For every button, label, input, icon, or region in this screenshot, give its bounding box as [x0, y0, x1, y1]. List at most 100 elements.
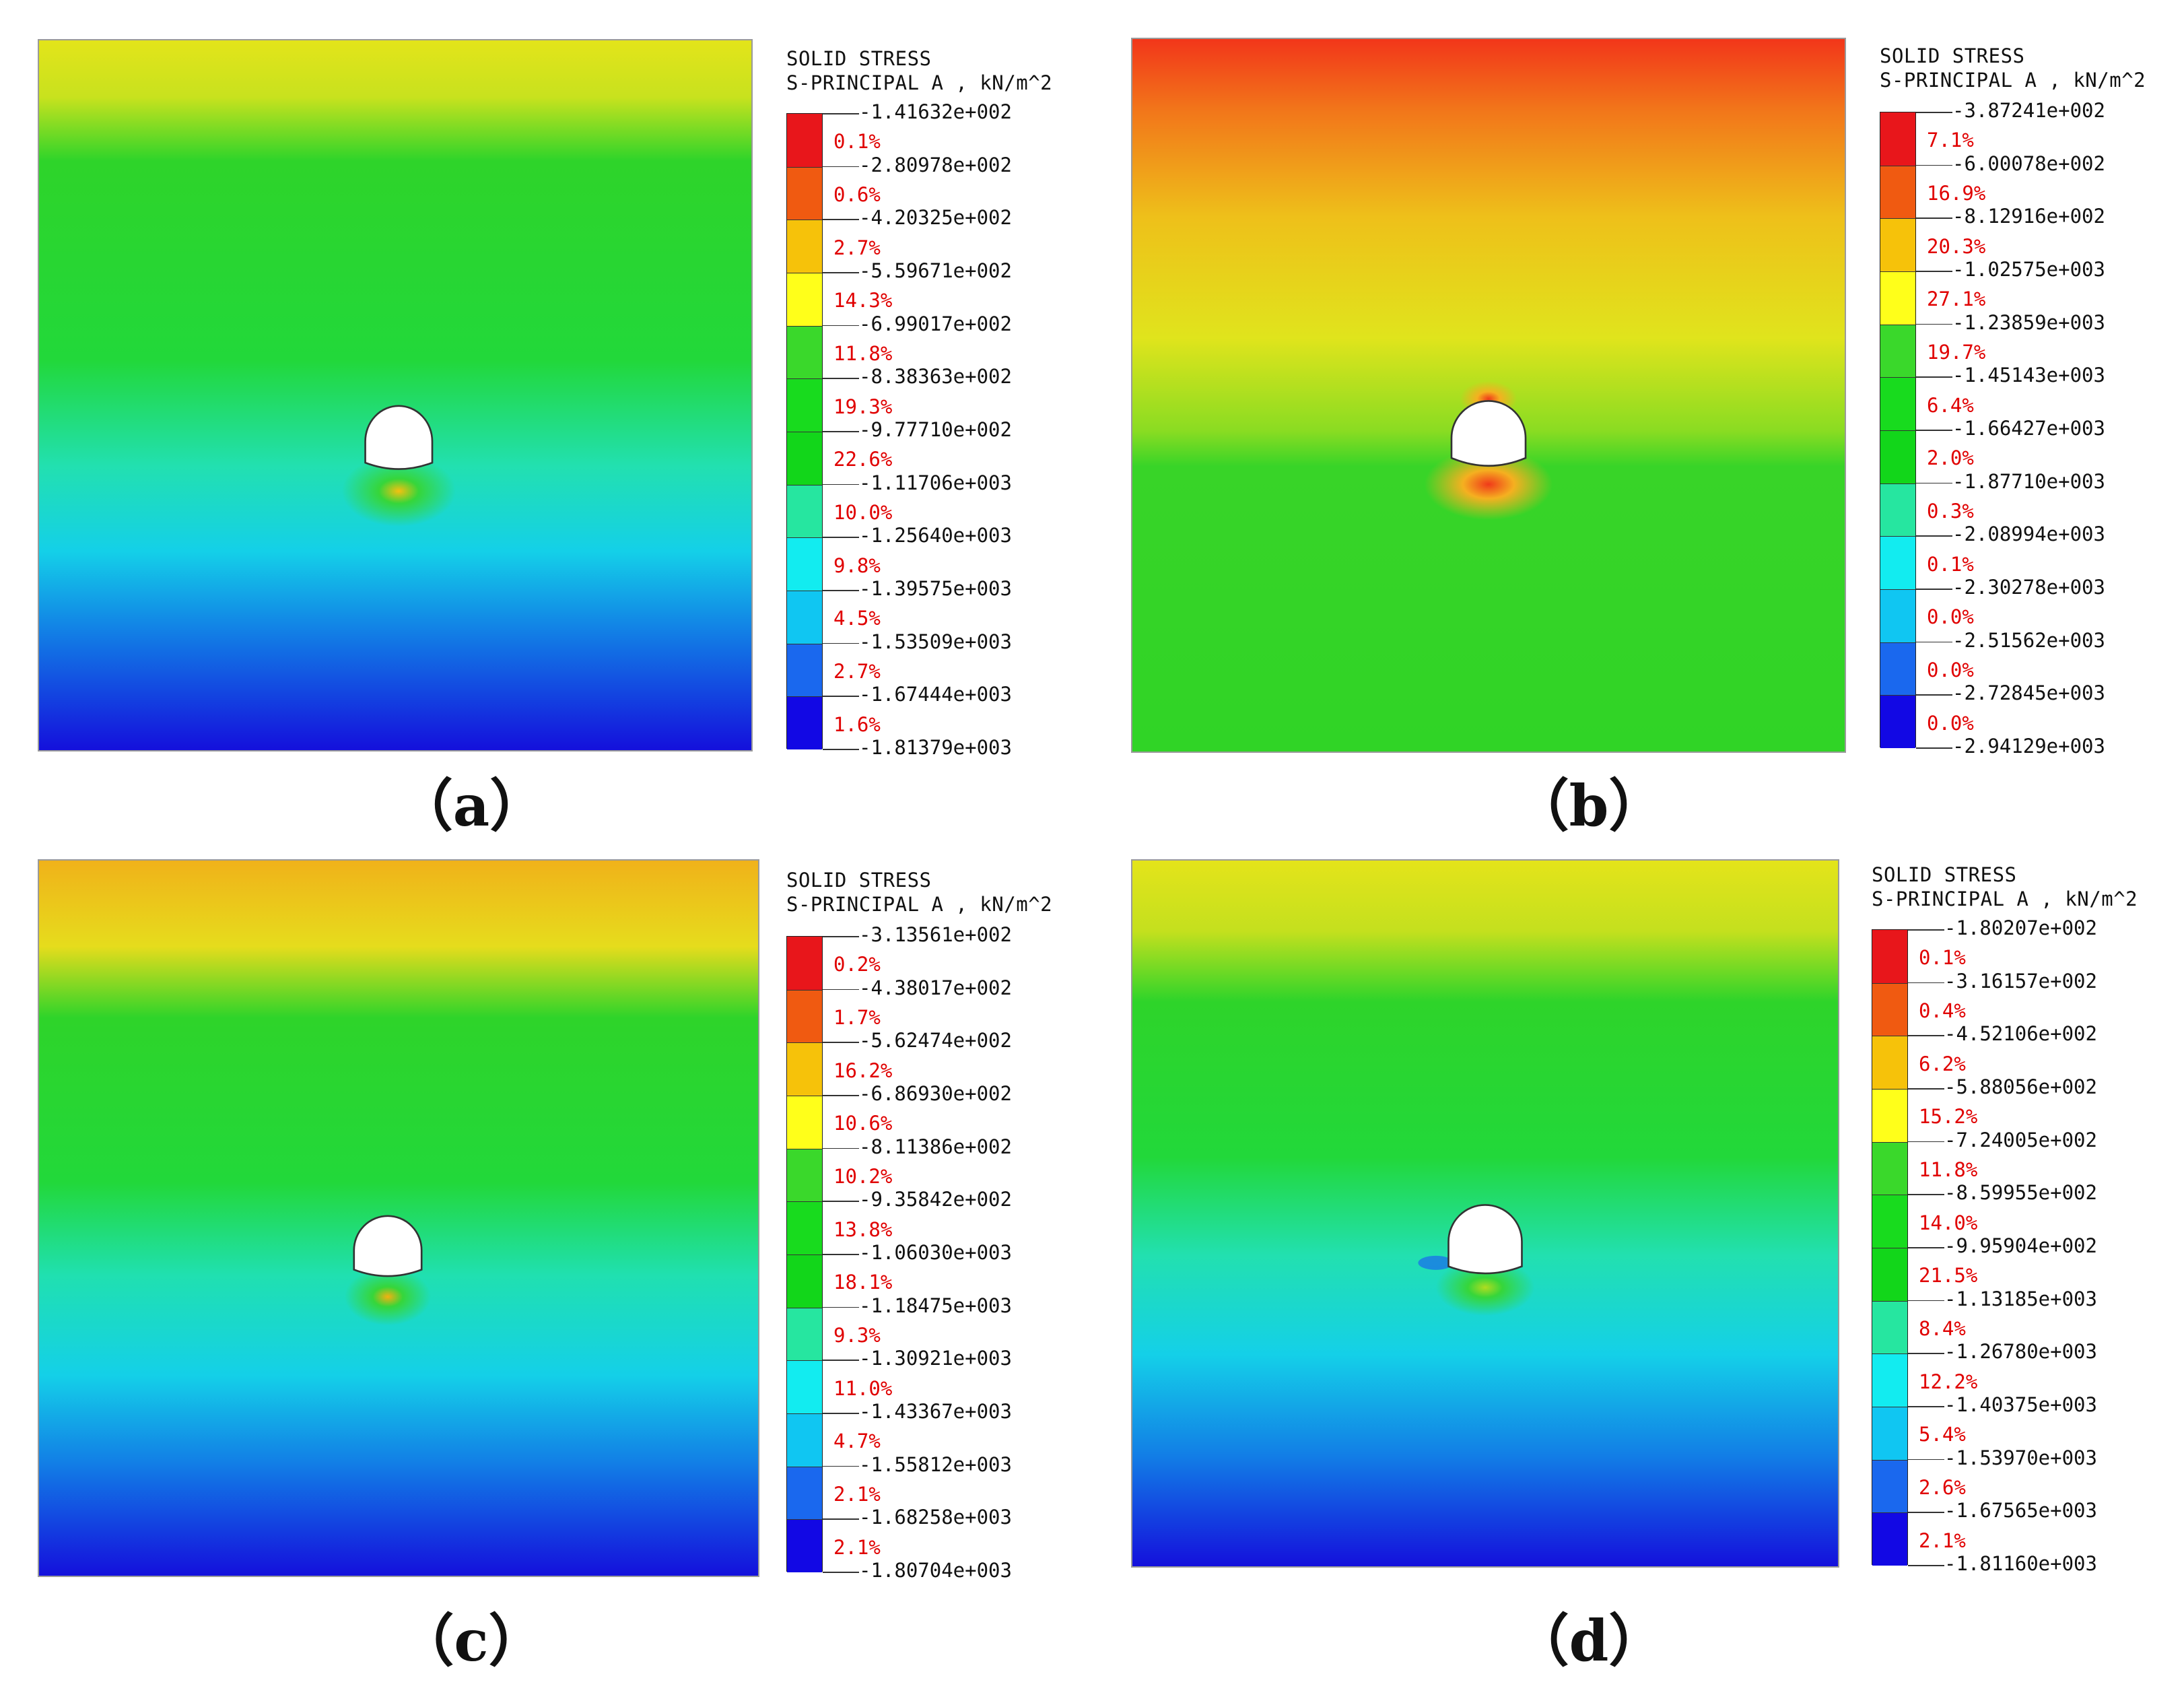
- legend-tick-line: [1916, 112, 1952, 113]
- legend-tick-line: [823, 219, 859, 220]
- legend-swatch: [1872, 1407, 1907, 1460]
- contour-plot-c: [38, 859, 759, 1577]
- legend-tick-label: -8.12916e+002: [1952, 205, 2105, 228]
- legend-percent: 16.9%: [1927, 182, 1986, 205]
- legend-tick-label: -4.38017e+002: [859, 976, 1012, 999]
- legend-percent: 11.0%: [833, 1376, 893, 1400]
- legend-swatch: [787, 1148, 822, 1202]
- legend-tick-label: -2.08994e+003: [1952, 523, 2105, 546]
- legend-tick-line: [1908, 1141, 1944, 1143]
- legend-percent: 12.2%: [1919, 1370, 1978, 1393]
- legend-swatch: [1880, 218, 1915, 271]
- legend-swatch: [1872, 1195, 1907, 1248]
- legend-tick-label: -1.11706e+003: [859, 471, 1012, 494]
- legend-tick-line: [1908, 1406, 1944, 1407]
- legend-percent: 21.5%: [1919, 1264, 1978, 1287]
- color-scale-bar: [786, 936, 823, 1572]
- legend-swatch: [787, 537, 822, 591]
- legend-percent: 11.8%: [1919, 1158, 1978, 1181]
- legend-swatch: [1880, 642, 1915, 696]
- legend-swatch: [787, 696, 822, 749]
- legend-percent: 9.3%: [833, 1324, 881, 1347]
- legend-percent: 14.0%: [1919, 1211, 1978, 1234]
- legend-tick-label: -1.02575e+003: [1952, 258, 2105, 281]
- legend-percent: 8.4%: [1919, 1317, 1966, 1340]
- legend-percent: 0.6%: [833, 183, 881, 206]
- legend-tick-line: [1916, 430, 1952, 431]
- legend-percent: 1.6%: [833, 712, 881, 736]
- legend-percent: 14.3%: [833, 289, 893, 312]
- legend-percent: 20.3%: [1927, 234, 1986, 258]
- legend-swatch: [787, 1413, 822, 1467]
- legend-tick-label: -8.38363e+002: [859, 365, 1012, 389]
- legend-percent: 2.6%: [1919, 1476, 1966, 1499]
- legend-swatch: [1872, 1089, 1907, 1142]
- legend-swatch: [787, 591, 822, 644]
- legend-tick-line: [823, 749, 859, 750]
- legend-tick-label: -5.88056e+002: [1944, 1075, 2097, 1098]
- legend-tick-line: [1916, 589, 1952, 590]
- legend-percent: 19.7%: [1927, 341, 1986, 364]
- legend-swatch: [1880, 536, 1915, 589]
- legend-percent: 2.1%: [833, 1483, 881, 1506]
- legend-tick-label: -4.20325e+002: [859, 206, 1012, 230]
- legend-percent: 0.1%: [1919, 946, 1966, 970]
- legend-swatch: [1872, 930, 1907, 983]
- legend-percent: 0.2%: [833, 953, 881, 976]
- legend-tick-line: [1908, 1459, 1944, 1461]
- legend-tick-line: [823, 483, 859, 486]
- legend-tick-label: -1.81160e+003: [1944, 1552, 2097, 1575]
- legend-tick-label: -1.55812e+003: [859, 1452, 1012, 1476]
- legend-tick-line: [823, 272, 859, 273]
- legend-tick-label: -1.53970e+003: [1944, 1446, 2097, 1469]
- legend-tick-line: [823, 1095, 859, 1096]
- legend-tick-label: -1.67565e+003: [1944, 1499, 2097, 1522]
- legend-tick-label: -2.30278e+003: [1952, 576, 2105, 599]
- legend-tick-label: -1.80207e+002: [1944, 916, 2097, 939]
- legend-tick-line: [823, 1572, 859, 1573]
- legend-tick-label: -2.94129e+003: [1952, 735, 2105, 758]
- legend-title-line2: S-PRINCIPAL A , kN/m^2: [786, 893, 1053, 916]
- legend-swatch: [787, 989, 822, 1043]
- legend-percent: 0.0%: [1927, 711, 1974, 735]
- legend-tick-label: -3.87241e+002: [1952, 99, 2105, 122]
- legend-tick-label: -1.68258e+003: [859, 1506, 1012, 1529]
- contour-svg-c: [39, 861, 758, 1576]
- legend-tick-label: -1.39575e+003: [859, 577, 1012, 600]
- legend-percent: 16.2%: [833, 1059, 893, 1082]
- legend-tick-line: [823, 989, 859, 991]
- legend-tick-line: [1916, 323, 1952, 325]
- legend-swatch: [1872, 1141, 1907, 1195]
- legend-tick-label: -1.66427e+003: [1952, 417, 2105, 440]
- legend-tick-line: [823, 1147, 859, 1149]
- legend-percent: 1.7%: [833, 1006, 881, 1029]
- legend-swatch: [1880, 324, 1915, 378]
- legend-tick-label: -3.16157e+002: [1944, 969, 2097, 993]
- legend-tick-line: [1908, 1512, 1944, 1513]
- legend-percent: 0.0%: [1927, 605, 1974, 629]
- legend-percent: 10.0%: [833, 501, 893, 524]
- legend-tick-line: [1916, 164, 1952, 166]
- legend-percent: 10.2%: [833, 1165, 893, 1188]
- legend-tick-label: -1.25640e+003: [859, 524, 1012, 547]
- legend-tick-line: [823, 166, 859, 168]
- legend-title-line2: S-PRINCIPAL A , kN/m^2: [786, 71, 1053, 94]
- legend-tick-label: -5.62474e+002: [859, 1029, 1012, 1052]
- legend-percent: 7.1%: [1927, 129, 1974, 152]
- legend-title-line1: SOLID STRESS: [786, 869, 932, 892]
- legend-tick-label: -1.41632e+002: [859, 100, 1012, 123]
- legend-tick-line: [823, 1518, 859, 1520]
- legend-swatch: [787, 114, 822, 167]
- legend-percent: 6.2%: [1919, 1052, 1966, 1075]
- legend-swatch: [1872, 1248, 1907, 1301]
- color-scale-bar: [1872, 929, 1908, 1566]
- legend-tick-line: [1908, 1565, 1944, 1566]
- legend-swatch: [787, 273, 822, 326]
- legend-tick-label: -8.11386e+002: [859, 1135, 1012, 1158]
- legend-tick-label: -1.26780e+003: [1944, 1340, 2097, 1364]
- legend-tick-line: [1916, 535, 1952, 537]
- legend-tick-line: [823, 537, 859, 538]
- legend-swatch: [787, 166, 822, 220]
- legend-swatch: [1880, 271, 1915, 325]
- contour-svg-a: [39, 40, 751, 750]
